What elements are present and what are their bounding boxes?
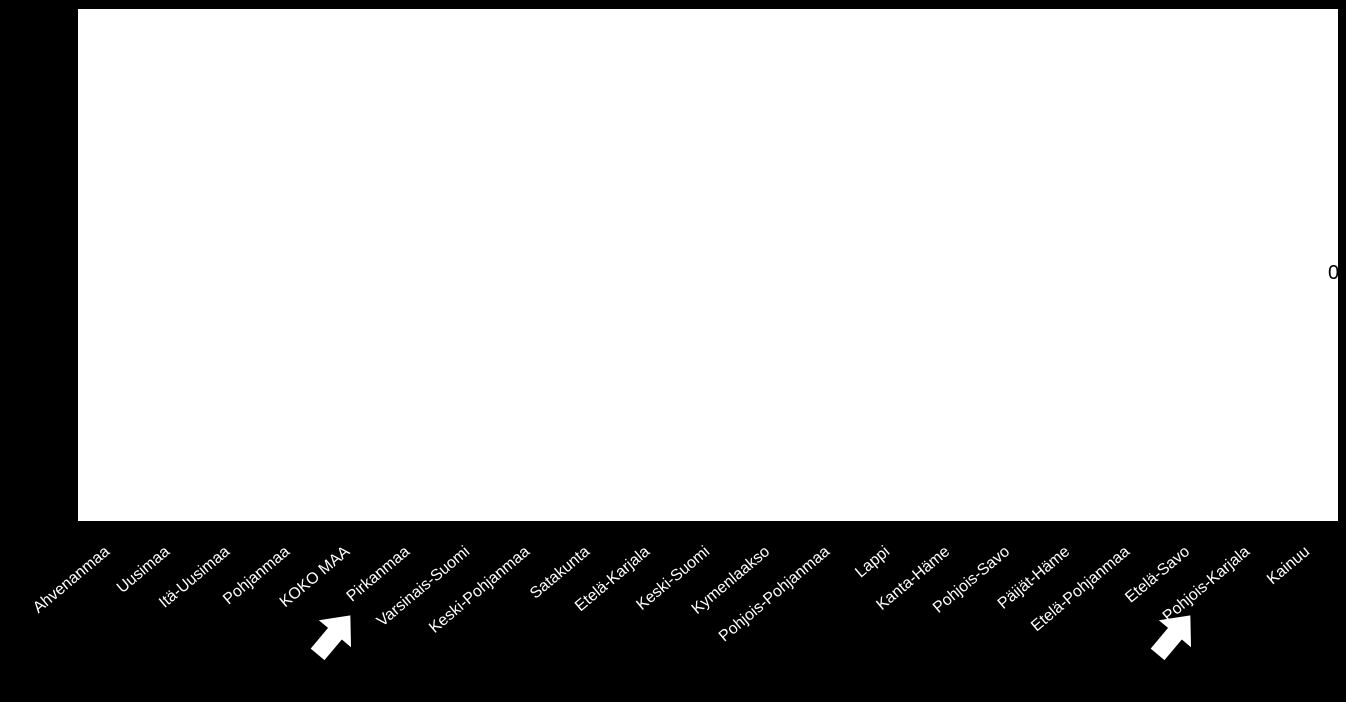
y-axis-clipped-digit: 0 bbox=[1328, 262, 1339, 285]
chart-plot-area bbox=[78, 9, 1338, 521]
x-axis-label: Lappi bbox=[882, 518, 924, 557]
